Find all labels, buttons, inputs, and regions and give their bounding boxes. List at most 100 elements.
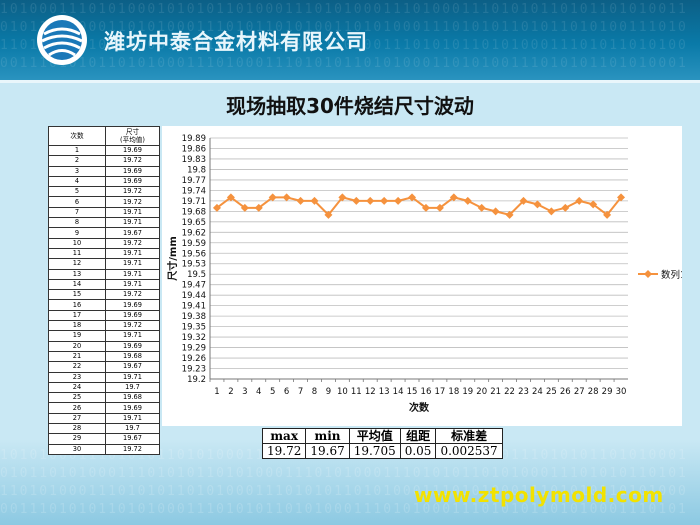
website-url[interactable]: www.ztpolymold.com <box>414 483 664 507</box>
x-tick-label: 24 <box>532 387 543 397</box>
table-row: 30 19.72 <box>48 443 160 455</box>
x-tick-label: 20 <box>476 387 487 397</box>
stats-table: max min 平均值 组距 标准差 19.72 19.67 19.705 0.05 0.002… <box>261 428 503 459</box>
x-tick-label: 22 <box>504 387 515 397</box>
data-point <box>421 203 430 212</box>
col-header-size: 尺寸 (平均值) <box>105 126 160 146</box>
y-tick-label: 19.71 <box>182 197 206 207</box>
stats-header-cell: 平均值 <box>348 428 401 444</box>
table-row: 5 19.72 <box>48 186 160 198</box>
x-tick-label: 25 <box>546 387 557 397</box>
data-point <box>561 203 570 212</box>
data-point <box>575 196 584 205</box>
x-tick-label: 8 <box>312 387 317 397</box>
row-index-cell: 24 <box>48 381 106 394</box>
row-index-cell: 5 <box>48 186 106 198</box>
stats-header-cell: 组距 <box>399 428 437 444</box>
row-size-cell: 19.72 <box>105 186 160 198</box>
row-index-cell: 18 <box>48 320 106 332</box>
line-chart: 19.219.2319.2619.2919.3219.3519.3819.411… <box>162 126 682 426</box>
y-tick-label: 19.56 <box>182 249 206 259</box>
y-tick-label: 19.86 <box>182 144 206 154</box>
stats-value-cell: 0.05 <box>399 443 437 459</box>
y-tick-label: 19.2 <box>187 375 206 385</box>
table-row: 3 19.69 <box>48 165 160 177</box>
table-row: 19 19.71 <box>48 330 160 342</box>
row-index-cell: 13 <box>48 268 106 280</box>
row-index-cell: 30 <box>48 443 106 455</box>
row-index-cell: 17 <box>48 309 106 322</box>
row-size-cell: 19.71 <box>105 268 160 280</box>
y-tick-label: 19.38 <box>182 312 206 322</box>
row-index-cell: 21 <box>48 350 106 363</box>
data-point <box>603 210 612 219</box>
data-point <box>589 200 598 209</box>
row-index-cell: 29 <box>48 433 106 445</box>
data-point <box>380 196 389 205</box>
row-size-cell: 19.71 <box>105 206 160 219</box>
x-tick-label: 18 <box>448 387 459 397</box>
row-size-cell: 19.71 <box>105 217 160 229</box>
table-row: 6 19.72 <box>48 196 160 208</box>
x-tick-label: 14 <box>393 387 404 397</box>
row-size-cell: 19.67 <box>105 227 160 239</box>
row-index-cell: 9 <box>48 227 106 239</box>
company-name: 潍坊中泰合金材料有限公司 <box>104 30 368 54</box>
data-point <box>226 193 235 202</box>
x-tick-label: 4 <box>256 387 261 397</box>
row-size-cell: 19.71 <box>105 330 160 342</box>
x-tick-label: 17 <box>434 387 445 397</box>
row-index-cell: 15 <box>48 289 106 301</box>
data-point <box>435 203 444 212</box>
stats-header-cell: max <box>261 428 307 444</box>
y-tick-label: 19.32 <box>182 333 206 343</box>
x-tick-label: 27 <box>574 387 585 397</box>
table-row: 11 19.71 <box>48 247 160 260</box>
row-index-cell: 10 <box>48 237 106 249</box>
y-tick-label: 19.5 <box>187 270 206 280</box>
table-row: 27 19.71 <box>48 412 160 425</box>
row-size-cell: 19.71 <box>105 412 160 425</box>
y-tick-label: 19.74 <box>182 186 206 196</box>
row-size-cell: 19.68 <box>105 392 160 404</box>
row-index-cell: 1 <box>48 144 106 157</box>
x-tick-label: 2 <box>228 387 233 397</box>
table-row: 4 19.69 <box>48 175 160 188</box>
y-tick-label: 19.59 <box>182 239 206 249</box>
row-size-cell: 19.71 <box>105 278 160 291</box>
table-row: 16 19.69 <box>48 299 160 311</box>
row-index-cell: 2 <box>48 155 106 167</box>
row-size-cell: 19.69 <box>105 299 160 311</box>
data-point <box>310 196 319 205</box>
table-row: 12 19.71 <box>48 258 160 270</box>
row-index-cell: 12 <box>48 258 106 270</box>
row-size-cell: 19.69 <box>105 340 160 352</box>
data-point <box>240 203 249 212</box>
data-point <box>533 200 542 209</box>
x-tick-label: 16 <box>421 387 432 397</box>
row-size-cell: 19.68 <box>105 350 160 363</box>
x-tick-label: 11 <box>351 387 362 397</box>
stats-header-cell: min <box>305 428 350 444</box>
data-point <box>505 210 514 219</box>
data-point <box>449 193 458 202</box>
row-size-cell: 19.72 <box>105 155 160 167</box>
x-tick-label: 15 <box>407 387 418 397</box>
row-size-cell: 19.69 <box>105 144 160 157</box>
table-row: 20 19.69 <box>48 340 160 352</box>
x-axis-title: 次数 <box>409 401 430 414</box>
table-row: 26 19.69 <box>48 402 160 414</box>
row-index-cell: 7 <box>48 206 106 219</box>
y-axis-title: 尺寸/mm <box>166 236 179 281</box>
x-tick-label: 6 <box>284 387 289 397</box>
y-tick-label: 19.29 <box>182 344 206 354</box>
stats-value-cell: 19.67 <box>305 443 350 459</box>
y-tick-label: 19.8 <box>187 165 206 175</box>
data-point <box>268 193 277 202</box>
data-point <box>463 196 472 205</box>
row-index-cell: 6 <box>48 196 106 208</box>
y-tick-label: 19.77 <box>182 176 206 186</box>
row-index-cell: 11 <box>48 247 106 260</box>
table-row: 7 19.71 <box>48 206 160 219</box>
y-tick-label: 19.44 <box>182 291 206 301</box>
